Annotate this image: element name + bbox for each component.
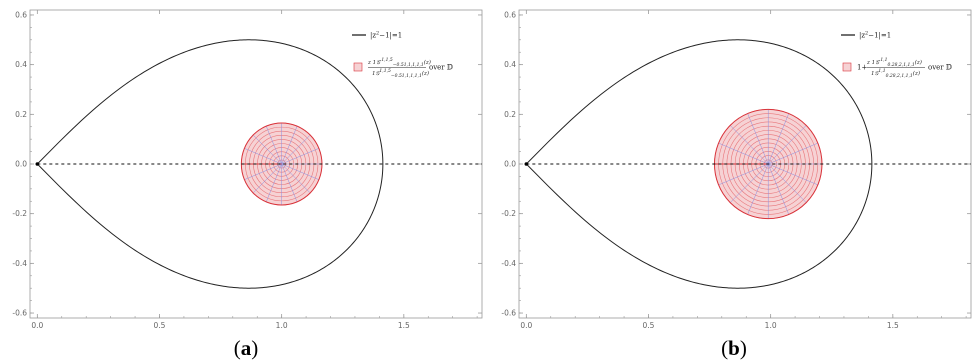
chart-a-legend-curve-base: |z [370,32,376,40]
chart-b-image-ray [730,163,769,203]
chart-b-ytick-label: -0.2 [501,209,516,218]
caption-b-letter: b [728,336,740,360]
chart-a-num-sub: −0.51,1,1,1,1 [393,62,424,68]
chart-b-ytick-label: -0.4 [501,259,516,268]
chart-b-legend-region-numerator: z 1𝒢′1,10.28,2,1,1,1(z) [866,57,922,68]
chart-a-image-ray [281,163,311,194]
chart-b-image-ray [730,125,769,165]
caption-a-close: ) [251,336,259,360]
chart-a-legend-curve-sup: 2 [376,31,379,37]
chart-a-image-ray [281,163,319,180]
chart-b-xtick-label: 1.5 [887,321,899,330]
chart-b-image-ray [768,163,807,203]
chart-b-legend-curve-base: |z [859,32,865,40]
chart-a-image-ray [265,126,282,165]
chart-b-xtick-label: 1.0 [765,321,777,330]
chart-a-num-tail: (z) [424,59,431,66]
caption-b-close: ) [739,336,747,360]
chart-b-image-ray [718,163,769,186]
chart-a-den-main: 1𝒢 [372,71,380,77]
chart-a-den-sup: 1,1,5 [379,68,391,74]
chart-a-image-ray [281,134,311,165]
chart-a-origin-point [35,162,40,166]
chart-a-legend-region-swatch [353,62,363,72]
chart-a-den-tail: (z) [422,70,429,77]
chart-a-xtick-label: 0.5 [154,321,166,330]
chart-a-ytick-label: -0.4 [12,259,27,268]
chart-b-legend-region-swatch [842,62,852,72]
chart-b-den-sub: 0.28,2,1,1,1 [886,73,913,79]
chart-b-ytick-label: 0.6 [504,10,516,19]
chart-b-num-main: z 1𝒢′ [866,60,881,66]
chart-b-svg: 0.6 0.4 0.2 0.0 -0.2 -0.4 -0.6 0.0 0.5 1.0 1.5 |z2−… [501,9,972,330]
caption-a: (a) [216,336,276,361]
chart-a-image-ray [252,134,282,165]
chart-a-ytick-label: 0.6 [15,10,27,19]
chart-a-image-ray [281,126,298,165]
chart-a-legend-curve-rest: −1|=1 [379,32,402,40]
chart-a-image-ray [281,163,298,202]
chart-a-num-sup: 1,1,5 [381,57,393,63]
chart-a-ytick-label: 0.0 [15,160,27,169]
chart-b-legend-region-denominator: 1𝒢1,10.28,2,1,1,1(z) [871,68,920,79]
chart-a-xtick-label: 1.0 [276,321,288,330]
chart-b-num-tail: (z) [915,59,922,66]
chart-b-legend-curve-sup: 2 [865,31,868,37]
chart-a-legend-region-denominator: 1𝒢1,1,5−0.51,1,1,1,1(z) [372,68,429,79]
chart-a-image-ray [244,148,282,165]
chart-b-num-sup: 1,1 [880,57,887,63]
chart-panel-a: 0.6 0.4 0.2 0.0 -0.2 -0.4 -0.6 0.0 0.5 1.0 1.5 |z2−… [0,0,490,330]
chart-b-den-tail: (z) [913,70,920,77]
chart-b-den-main: 1𝒢 [871,71,879,77]
chart-a-ytick-label: 0.4 [15,60,27,69]
chart-a-xtick-label: 1.5 [398,321,410,330]
chart-b-image-ray [767,113,790,165]
caption-b-open: ( [721,336,729,360]
chart-b-lemniscate-curve [525,39,873,289]
chart-b-image-ray [768,142,818,165]
chart-b-legend-region-suffix: over 𝔻 [928,64,952,72]
chart-a-ytick-label: -0.2 [12,209,27,218]
chart-b-ytick-label: 0.0 [504,160,516,169]
chart-a-legend-curve-label: |z2−1|=1 [370,31,402,40]
chart-a-xtick-label: 0.0 [31,321,43,330]
caption-b: (b) [704,336,764,361]
chart-b-xtick-label: 0.0 [520,321,532,330]
chart-b-legend-curve-label: |z2−1|=1 [859,31,891,40]
chart-b-legend-region-prefix: 1+ [857,64,867,72]
chart-b-image-ray [767,163,790,215]
chart-b-den-sup: 1,1 [878,68,885,74]
chart-panel-b: 0.6 0.4 0.2 0.0 -0.2 -0.4 -0.6 0.0 0.5 1.0 1.5 |z2−… [489,0,979,330]
chart-a-image-ray [244,163,282,180]
chart-b-num-sub: 0.28,2,1,1,1 [887,62,914,68]
chart-a-image-ray [265,163,282,202]
chart-a-num-main: z 1𝒢′ [367,60,382,66]
chart-a-ytick-label: -0.6 [12,309,27,318]
chart-b-ytick-label: -0.6 [501,309,516,318]
chart-b-image-ray [747,163,769,215]
chart-a-lemniscate-curve [36,39,384,289]
chart-b-origin-point [524,162,529,166]
chart-a-image-ray [252,163,282,194]
chart-a-legend-region-suffix: over 𝔻 [429,64,453,72]
chart-b-ytick-label: 0.4 [504,60,516,69]
chart-b-legend-curve-rest: −1|=1 [868,32,891,40]
chart-b-xtick-label: 0.5 [643,321,655,330]
chart-b-ytick-label: 0.2 [504,110,516,119]
chart-b-image-ray [747,113,769,165]
chart-a-image-ray [281,148,319,165]
chart-a-legend-region-numerator: z 1𝒢′1,1,5−0.51,1,1,1,1(z) [367,57,431,68]
caption-a-open: ( [233,336,241,360]
caption-a-letter: a [240,336,252,360]
chart-a-den-sub: −0.51,1,1,1,1 [391,73,422,79]
chart-b-image-ray [768,163,818,186]
chart-b-image-ray [768,125,807,165]
chart-b-image-ray [718,142,769,165]
chart-a-ytick-label: 0.2 [15,110,27,119]
chart-a-svg: 0.60.40.20.0-0.2-0.4-0.60.0 0.5 1.0 1.5|z2−… [12,9,483,330]
